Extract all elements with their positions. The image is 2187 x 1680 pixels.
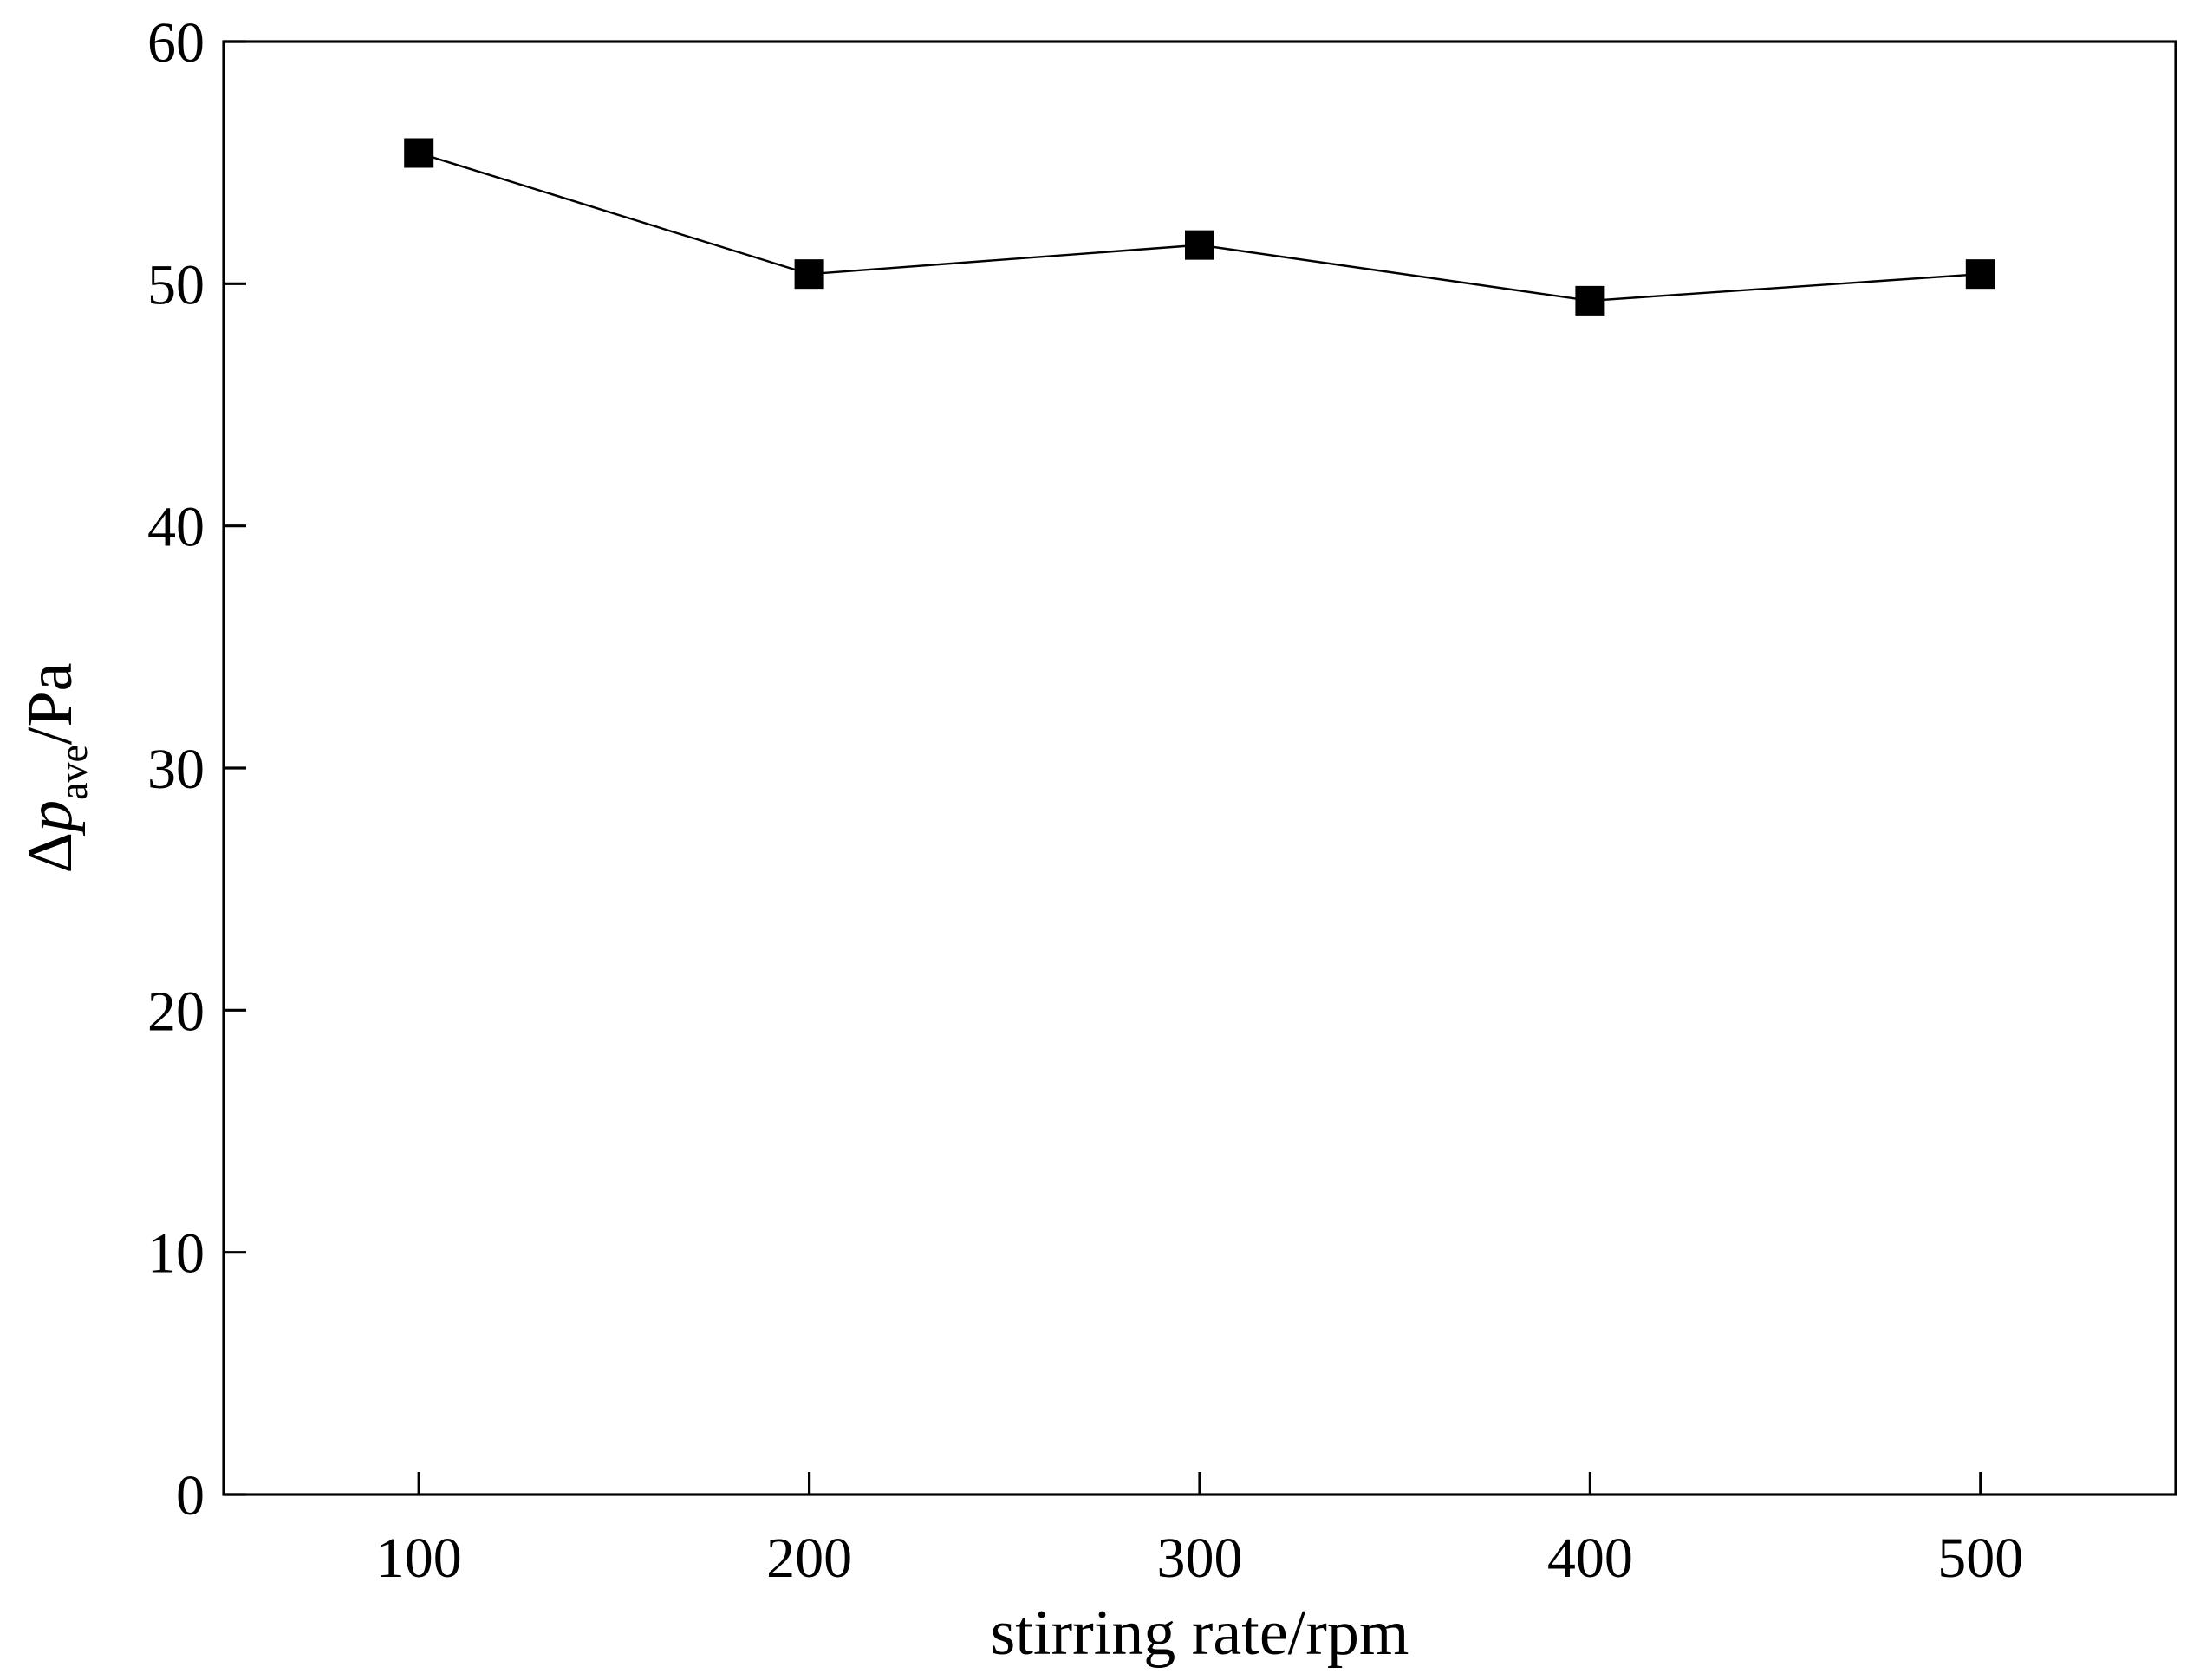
- x-tick-label: 400: [1547, 1527, 1633, 1590]
- y-axis-label-subscript: ave: [51, 745, 95, 800]
- series-group: [404, 138, 1995, 316]
- y-axis-label: Δpave/Pa: [15, 663, 95, 874]
- y-tick-label: 10: [147, 1222, 205, 1286]
- y-axis-label-prefix: Δ: [15, 832, 86, 874]
- x-axis-label: stirring rate/rpm: [991, 1598, 1409, 1669]
- data-point: [1575, 285, 1605, 316]
- x-tick-label: 300: [1157, 1527, 1243, 1590]
- x-tick-label: 500: [1937, 1527, 2023, 1590]
- y-tick-label: 40: [147, 496, 205, 559]
- x-tick-label: 200: [766, 1527, 852, 1590]
- y-tick-label: 0: [176, 1464, 205, 1527]
- y-tick-label: 50: [147, 253, 205, 316]
- x-tick-label: 100: [376, 1527, 462, 1590]
- data-point: [404, 138, 434, 168]
- y-axis-label-symbol: p: [15, 800, 86, 837]
- y-axis-label-unit: /Pa: [15, 663, 86, 746]
- y-axis: 0 10 20 30 40 50 60: [147, 11, 246, 1527]
- y-tick-label: 20: [147, 980, 205, 1043]
- data-point: [1185, 230, 1214, 260]
- y-tick-label: 60: [147, 11, 205, 75]
- data-point: [794, 259, 824, 290]
- y-tick-label: 30: [147, 738, 205, 801]
- series-line: [418, 152, 1981, 303]
- data-point: [1965, 259, 1995, 290]
- x-axis: 100 200 300 400 500: [376, 1472, 2023, 1590]
